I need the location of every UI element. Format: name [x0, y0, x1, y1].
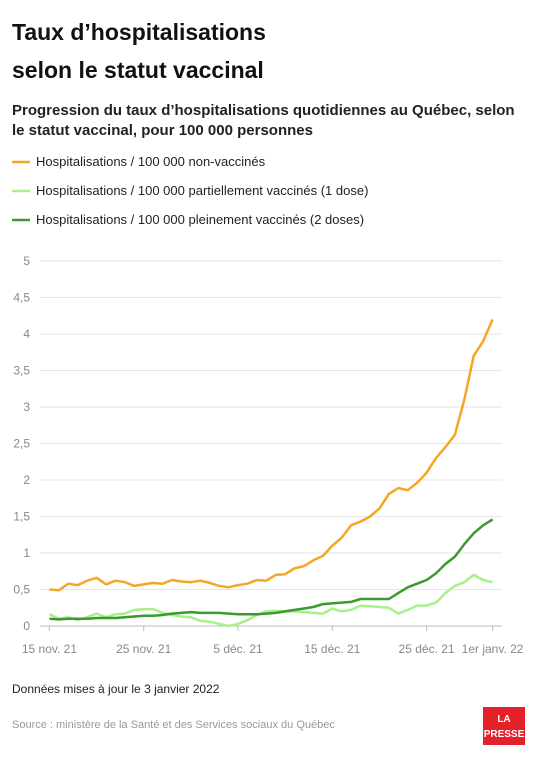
series-line — [48, 573, 493, 628]
series-line — [49, 318, 494, 592]
logo — [483, 707, 525, 745]
legend-label: Hospitalisations / 100 000 pleinement va… — [36, 212, 364, 227]
series-line — [49, 518, 494, 621]
y-tick-label: 3 — [23, 400, 30, 414]
y-tick-label: 5 — [23, 254, 30, 268]
note: Données mises à jour le 3 janvier 2022 — [12, 682, 220, 696]
source: Source : ministère de la Santé et des Se… — [12, 719, 335, 731]
x-tick-label: 25 déc. 21 — [399, 642, 455, 656]
y-tick-label: 2,5 — [13, 437, 30, 451]
subtitle: le statut vaccinal, pour 100 000 personn… — [12, 122, 313, 139]
y-tick-label: 0,5 — [13, 583, 30, 597]
logo-text: PRESSE — [484, 729, 525, 740]
title: selon le statut vaccinal — [12, 57, 264, 83]
x-tick-label: 15 déc. 21 — [304, 642, 360, 656]
y-tick-label: 1,5 — [13, 510, 30, 524]
y-tick-label: 4,5 — [13, 291, 30, 305]
x-tick-label: 5 déc. 21 — [213, 642, 263, 656]
subtitle: Progression du taux d’hospitalisations q… — [12, 102, 515, 119]
x-tick-label: 1er janv. 22 — [462, 642, 524, 656]
y-tick-label: 1 — [23, 546, 30, 560]
y-tick-label: 0 — [23, 619, 30, 633]
title: Taux d’hospitalisations — [12, 19, 266, 45]
legend-label: Hospitalisations / 100 000 partiellement… — [36, 183, 368, 198]
legend-label: Hospitalisations / 100 000 non-vaccinés — [36, 154, 266, 169]
x-tick-label: 15 nov. 21 — [22, 642, 77, 656]
y-tick-label: 3,5 — [13, 364, 30, 378]
logo-text: LA — [497, 714, 510, 725]
x-tick-label: 25 nov. 21 — [116, 642, 171, 656]
y-tick-label: 2 — [23, 473, 30, 487]
y-tick-label: 4 — [23, 327, 30, 341]
